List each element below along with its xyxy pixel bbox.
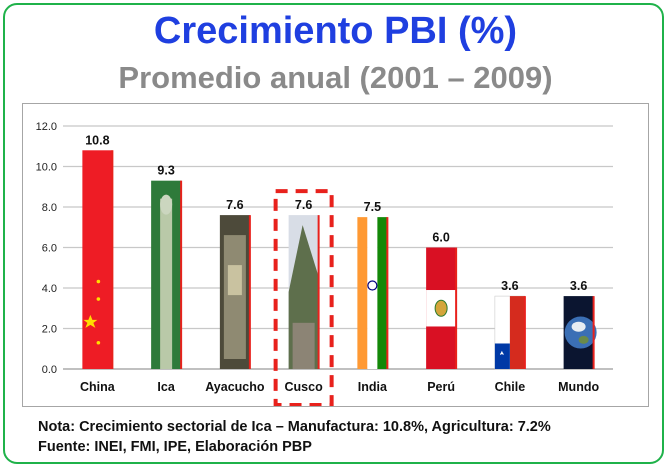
data-label: 9.3 [157,164,174,178]
y-tick-label: 4.0 [42,283,57,295]
earth-land [578,335,589,344]
china-small-star-icon [96,279,101,284]
y-tick-label: 0.0 [42,364,57,376]
y-tick-label: 12.0 [36,121,57,133]
ashoka-chakra-icon [367,280,378,291]
x-tick-label: China [80,380,116,394]
machu-picchu-ruins [292,322,315,369]
x-tick-label: Chile [495,380,526,394]
data-label: 3.6 [501,279,518,293]
data-label: 6.0 [432,231,449,245]
india-flag-green [377,217,388,369]
x-tick-label: India [358,380,388,394]
x-tick-label: Mundo [558,380,599,394]
chile-flag-red [509,296,525,369]
y-tick-label: 8.0 [42,202,57,214]
footnote-source: Fuente: INEI, FMI, IPE, Elaboración PBP [38,439,312,455]
data-label: 7.6 [226,198,243,212]
chart-title: Crecimiento PBI (%) [153,10,518,52]
china-flag-fill [82,150,113,369]
footnote-note: Nota: Crecimiento sectorial de Ica – Man… [38,419,551,435]
bar-per [426,247,458,369]
india-flag-saffron [357,217,368,369]
highlight-box [273,189,334,406]
y-tick-label: 2.0 [42,324,57,336]
y-tick-label: 6.0 [42,243,57,255]
bar-india [357,217,389,369]
earth-globe-icon [564,316,597,349]
china-small-star-icon [96,340,101,345]
asparagus-stalk [160,198,173,369]
bar-ica [151,180,183,369]
data-label: 10.8 [85,133,109,147]
x-tick-label: Ica [157,380,175,394]
bar-cusco [288,215,320,369]
chile-star-icon [499,350,504,356]
data-label: 7.6 [295,198,312,212]
chile-flag-blue [494,343,510,369]
bar-mundo [563,296,597,369]
bar-china [82,150,114,369]
y-tick-label: 10.0 [36,162,57,174]
peru-coat-of-arms-icon [434,299,448,317]
earth-clouds [571,321,586,332]
footnote: Nota: Crecimiento sectorial de Ica – Man… [38,417,551,457]
data-label: 7.5 [364,200,381,214]
data-label: 3.6 [570,279,587,293]
bar-chile [494,295,526,370]
x-tick-label: Perú [427,380,455,394]
india-flag-white [367,217,378,369]
x-tick-label: Ayacucho [205,380,265,394]
china-small-star-icon [96,297,101,301]
x-tick-label: Cusco [285,380,324,394]
chart-subtitle: Promedio anual (2001 – 2009) [118,60,553,95]
ayacucho-detail [227,265,242,296]
bar-chart: 0.0 2.0 4.0 6.0 8.0 10.0 12.0 10.8 China 9.3 Ica 7.… [36,121,613,406]
chart-area: 0.0 2.0 4.0 6.0 8.0 10.0 12.0 10.8 China 9.3 Ica 7.… [22,103,649,407]
asparagus-tip [160,194,173,215]
china-star-icon [83,314,98,328]
ayacucho-figure [223,235,246,359]
bar-ayacucho [219,215,251,369]
slide-frame [3,3,664,464]
